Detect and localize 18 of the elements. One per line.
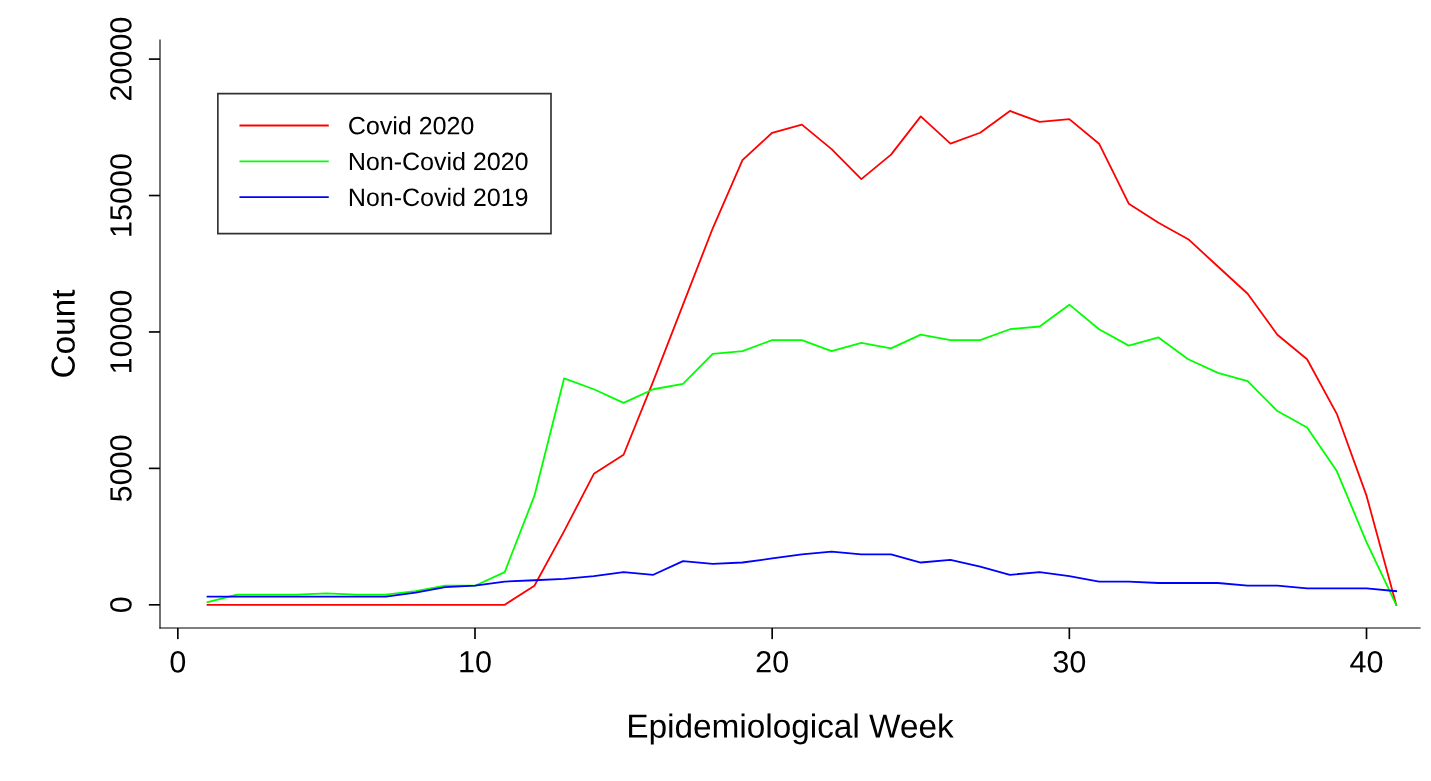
x-tick-label: 20 <box>756 651 788 673</box>
line-series <box>206 550 1398 598</box>
x-tick-label: 40 <box>1350 651 1383 673</box>
line-series <box>206 110 1398 606</box>
x-tick-label: 10 <box>460 651 491 673</box>
x-tick-label: 30 <box>1053 651 1086 673</box>
line-series <box>206 303 1398 606</box>
x-axis-title: Epidemiological Week <box>629 713 954 745</box>
y-axis-title: Count <box>51 289 75 377</box>
y-tick-label: 0 <box>110 597 132 613</box>
legend-label: Non-Covid 2020 <box>349 151 528 171</box>
y-tick-label: 15000 <box>110 154 132 236</box>
x-tick-label: 0 <box>170 651 186 673</box>
legend-label: Covid 2020 <box>349 116 474 135</box>
y-tick-label: 5000 <box>110 435 132 502</box>
y-tick-label: 10000 <box>110 290 132 373</box>
legend-label: Non-Covid 2019 <box>349 187 528 207</box>
y-tick-label: 20000 <box>110 17 132 101</box>
